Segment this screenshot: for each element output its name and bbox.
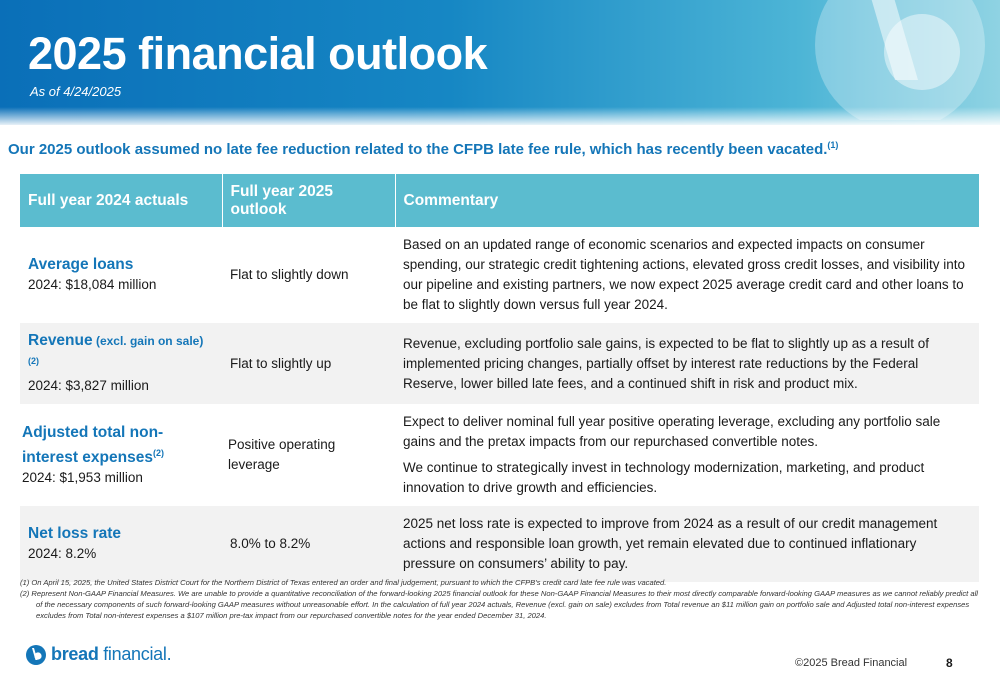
outlook-value: 8.0% to 8.2% [222,506,395,583]
outlook-value: Flat to slightly up [222,323,395,405]
commentary-cell: Revenue, excluding portfolio sale gains,… [395,323,979,405]
metric-2024-value: 2024: $1,953 million [22,469,143,485]
metric-2024-value: 2024: 8.2% [28,546,97,562]
commentary-cell: Expect to deliver nominal full year posi… [395,404,979,506]
table-row-average-loans: Average loans 2024: $18,084 million Flat… [20,227,979,323]
intro-footnote-ref: (1) [827,140,839,150]
brand-watermark-icon [815,0,985,120]
metric-label: Average loans [28,256,134,273]
column-header-2024-actuals: Full year 2024 actuals [20,174,223,227]
metric-footnote-ref: (2) [28,356,39,366]
metric-cell: Net loss rate 2024: 8.2% [20,506,222,583]
metric-2024-value: 2024: $3,827 million [28,378,149,394]
metric-label: Adjusted total non-interest expenses [22,423,164,466]
page-number: 8 [946,656,953,670]
metric-label: Revenue [28,332,93,349]
bread-logo-icon [26,644,46,665]
metric-cell: Average loans 2024: $18,084 million [20,227,222,323]
commentary-text: Based on an updated range of economic sc… [403,237,966,312]
metric-name: Net loss rate [28,524,214,544]
table-header-row: Full year 2024 actuals Full year 2025 ou… [20,174,979,227]
brand-wordmark: bread financial. [51,644,172,665]
commentary-cell: Based on an updated range of economic sc… [395,227,979,323]
metric-label: Net loss rate [28,525,122,543]
metric-2024-value: 2024: $18,084 million [28,277,157,292]
outlook-value: Flat to slightly down [230,267,349,282]
intro-text: Our 2025 outlook assumed no late fee red… [8,141,828,158]
metric-cell: Revenue (excl. gain on sale) (2) 2024: $3… [20,323,222,405]
metric-footnote-ref: (2) [152,447,164,458]
table-row-revenue: Revenue (excl. gain on sale) (2) 2024: $3… [20,323,979,405]
copyright-notice: ©2025 Bread Financial [795,657,908,669]
footnote-2: (2) Represent Non-GAAP Financial Measure… [20,589,978,620]
footnote-1: (1) On April 15, 2025, the United States… [20,578,667,587]
commentary-text: Expect to deliver nominal full year posi… [403,414,941,450]
metric-name: Average loans [28,255,214,275]
intro-statement: Our 2025 outlook assumed no late fee red… [8,140,993,158]
commentary-text: Revenue, excluding portfolio sale gains,… [403,335,930,391]
page-title: 2025 financial outlook [28,28,488,79]
brand-word-rest: financial [98,644,167,664]
commentary-cell: 2025 net loss rate is expected to improv… [395,506,979,583]
brand-mark: . [166,644,172,664]
footnotes: (1) On April 15, 2025, the United States… [20,577,978,621]
table-row-adjusted-expenses: Adjusted total non-interest expenses(2) … [20,404,979,506]
metric-name: Adjusted total non-interest expenses(2) [22,423,214,468]
header-banner: 2025 financial outlook As of 4/24/2025 [0,0,1000,125]
brand-word-bold: bread [51,644,99,664]
commentary-text: 2025 net loss rate is expected to improv… [403,516,938,572]
outlook-table: Full year 2024 actuals Full year 2025 ou… [20,174,979,583]
metric-name: Revenue (excl. gain on sale) (2) [28,331,214,376]
table-row-net-loss-rate: Net loss rate 2024: 8.2% 8.0% to 8.2% 20… [20,506,979,583]
column-header-2025-outlook: Full year 2025 outlook [222,174,396,227]
metric-qualifier: (excl. gain on sale) [92,334,204,348]
as-of-date: As of 4/24/2025 [30,84,122,99]
metric-cell: Adjusted total non-interest expenses(2) … [20,404,222,506]
brand-logo: bread financial. [26,644,172,665]
column-header-commentary: Commentary [395,174,979,227]
outlook-value: Positive operating leverage [228,437,336,473]
commentary-text: We continue to strategically invest in t… [403,460,925,496]
